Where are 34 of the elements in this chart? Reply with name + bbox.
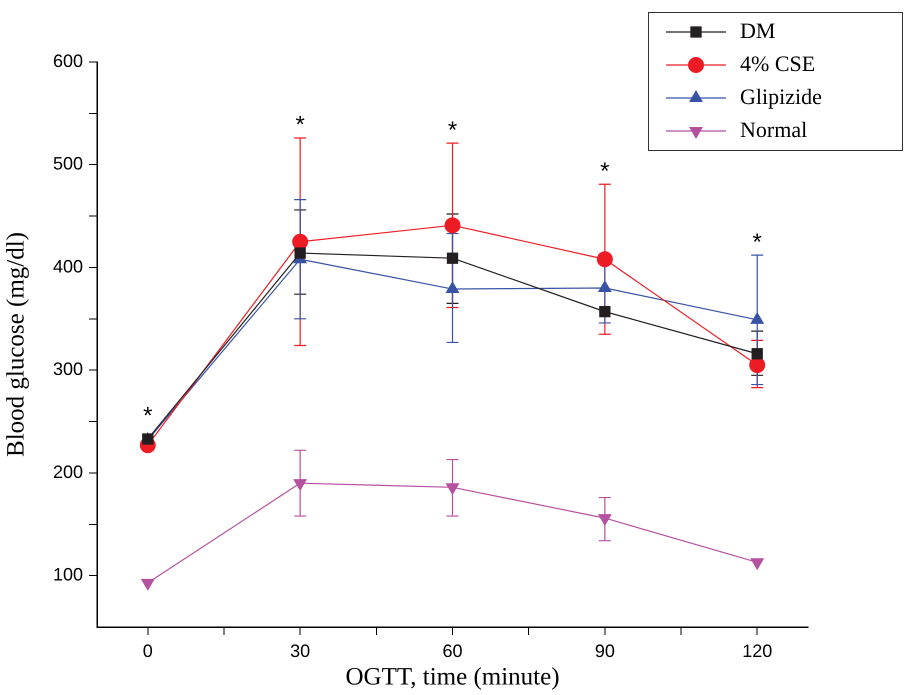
x-tick-label: 120 — [742, 640, 772, 661]
x-axis-title: OGTT, time (minute) — [345, 664, 560, 691]
point — [446, 483, 460, 496]
y-axis-title: Blood glucose (mg/dl) — [2, 232, 30, 457]
point — [140, 578, 155, 591]
y-tick-label: 300 — [52, 359, 83, 380]
annotation: * — [752, 228, 762, 256]
point — [294, 247, 306, 259]
point — [750, 558, 764, 570]
point — [444, 217, 460, 234]
annotation: * — [600, 158, 610, 185]
x-tick-label: 90 — [594, 640, 615, 661]
x-tick-label: 60 — [442, 640, 463, 661]
y-tick-label: 500 — [52, 154, 83, 174]
point — [752, 348, 763, 360]
point — [598, 514, 612, 526]
y-tick-label: 200 — [52, 462, 83, 482]
y-tick-label: 100 — [52, 564, 83, 585]
annotation: * — [448, 116, 458, 144]
point — [599, 306, 611, 318]
point — [293, 479, 308, 492]
legend-label: 4% CSE — [740, 50, 816, 76]
point — [446, 252, 458, 264]
x-tick-label: 0 — [142, 640, 153, 661]
annotation: * — [295, 112, 305, 139]
annotation: * — [143, 402, 152, 430]
legend-label: DM — [740, 18, 776, 43]
x-tick-label: 30 — [290, 640, 310, 661]
y-tick-label: 600 — [52, 50, 83, 71]
y-tick-label: 400 — [52, 256, 83, 276]
legend-label: Glipizide — [740, 84, 822, 109]
point — [596, 251, 613, 268]
point — [749, 357, 766, 374]
legend-label: Normal — [740, 116, 808, 142]
